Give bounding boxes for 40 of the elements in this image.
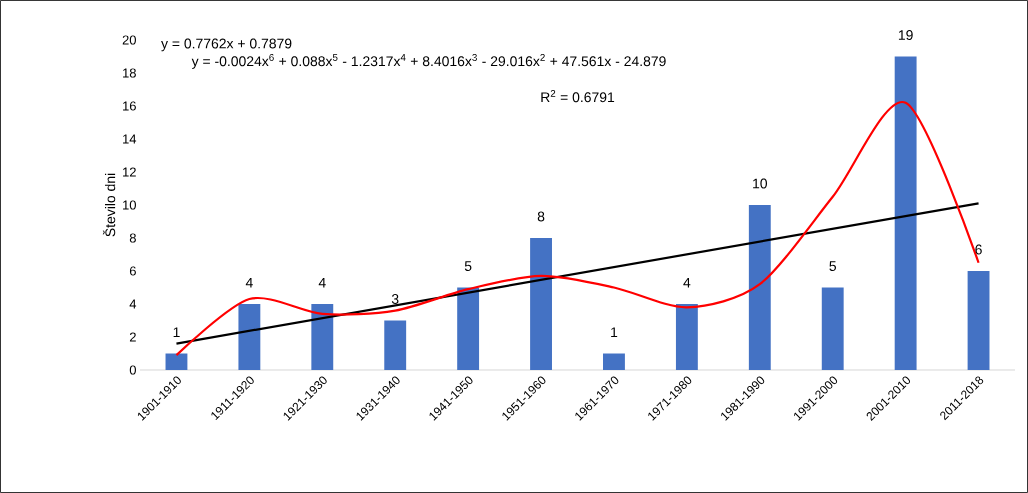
text: y = -0.0024x$^{6}$ + 0.088x$^{5}$ - 1.2317x$^{4}$ + 8.4016x$^{3}$ - 29.016x$^{2}$ + 47.561x - 24.879 <box>191 53 666 69</box>
bar <box>311 304 334 370</box>
data-label: 5 <box>464 261 472 271</box>
bar <box>530 238 552 370</box>
data-label: 1 <box>173 327 180 337</box>
data-label: 4 <box>683 277 691 288</box>
y-tick-label: 20 <box>122 35 136 45</box>
bar <box>748 205 771 370</box>
annotation: R$^{2}$ = 0.6791 <box>541 90 615 103</box>
y-tick-label: 18 <box>123 68 136 78</box>
bar <box>238 304 261 370</box>
data-label: 5 <box>829 261 837 271</box>
y-tick-label: 0 <box>129 365 136 375</box>
data-label: 3 <box>391 294 399 304</box>
data-label: 6 <box>975 244 982 255</box>
y-tick-label: 8 <box>129 233 136 243</box>
bar <box>967 271 990 370</box>
y-tick-label: 4 <box>129 299 137 309</box>
data-label: 1 <box>611 327 618 337</box>
data-label: 4 <box>245 277 253 288</box>
bar <box>894 56 917 370</box>
annotation: y = 0.7762x + 0.7879 <box>161 38 292 52</box>
y-tick-label: 6 <box>129 266 136 276</box>
y-tick-label: 16 <box>123 101 136 111</box>
data-label: 4 <box>318 277 326 288</box>
y-axis-title: Število dni <box>102 173 116 237</box>
bar <box>457 287 480 370</box>
bar <box>603 353 625 370</box>
data-label: 19 <box>898 30 913 40</box>
data-label: 8 <box>537 211 545 222</box>
y-tick-label: 14 <box>123 134 137 144</box>
bar <box>675 304 698 370</box>
y-tick-label: 12 <box>123 167 136 177</box>
data-label: 10 <box>753 178 768 189</box>
bar <box>821 287 844 370</box>
y-tick-label: 2 <box>129 332 136 342</box>
y-tick-label: 10 <box>123 200 136 210</box>
line-series <box>175 101 980 357</box>
bar <box>165 353 188 370</box>
bar <box>384 320 407 370</box>
